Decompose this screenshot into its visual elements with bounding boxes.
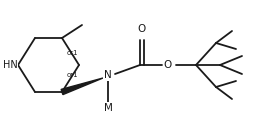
Text: HN: HN [3, 60, 17, 70]
Text: or1: or1 [67, 50, 79, 56]
Polygon shape [61, 78, 103, 95]
Text: O: O [138, 24, 146, 34]
Text: N: N [104, 70, 112, 80]
Text: O: O [164, 60, 172, 70]
Text: M: M [103, 103, 112, 113]
Text: or1: or1 [67, 72, 79, 78]
